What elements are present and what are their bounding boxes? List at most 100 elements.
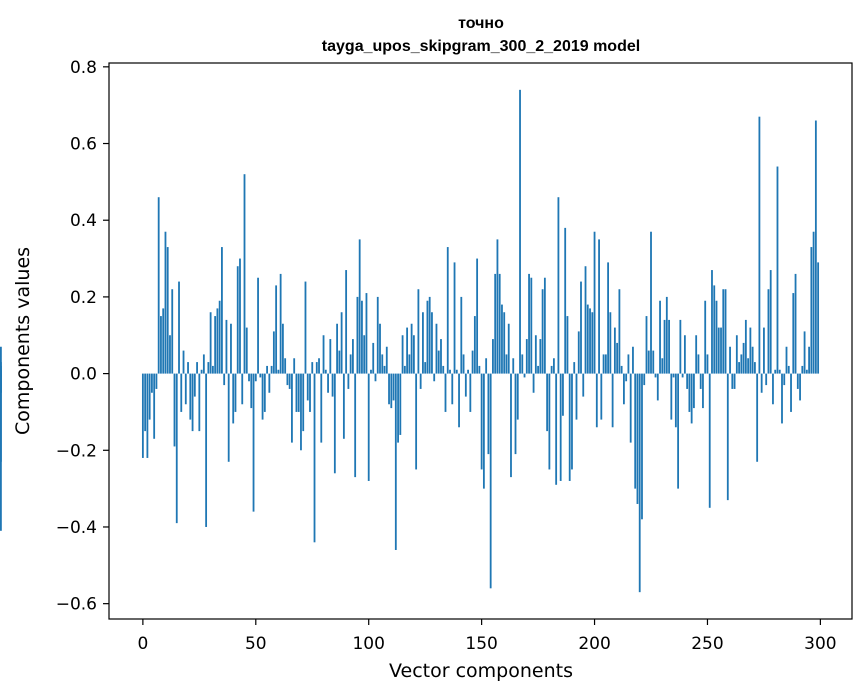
bar: [286, 373, 289, 386]
bar: [234, 373, 237, 412]
bar: [625, 373, 628, 382]
bar: [458, 373, 460, 428]
bar: [663, 319, 666, 374]
bar: [178, 281, 180, 374]
bar: [0, 346, 2, 374]
bar: [383, 365, 386, 374]
bar: [751, 346, 754, 374]
bar: [216, 308, 219, 374]
bar: [805, 369, 808, 374]
bar: [453, 262, 456, 374]
bar: [162, 308, 165, 374]
bar: [722, 289, 725, 374]
bar: [288, 373, 291, 389]
bar: [309, 373, 311, 412]
bar: [437, 350, 440, 374]
y-tick-label: 0.0: [70, 365, 97, 385]
bar: [546, 373, 549, 432]
bar: [467, 369, 469, 374]
bar: [259, 373, 262, 378]
bar: [534, 335, 537, 374]
bar: [171, 289, 174, 374]
bar: [297, 373, 300, 412]
bar: [575, 373, 578, 420]
bar: [164, 231, 167, 374]
bar: [494, 273, 497, 374]
bar: [683, 335, 686, 374]
bar: [266, 365, 268, 374]
x-tick-label: 50: [245, 634, 267, 654]
bar: [785, 346, 788, 374]
bar: [532, 373, 535, 393]
bar: [469, 373, 472, 412]
bar: [620, 365, 623, 374]
bar: [769, 270, 772, 374]
bar: [291, 373, 293, 443]
bar: [388, 373, 390, 405]
bar: [336, 323, 338, 374]
bar: [320, 373, 323, 443]
bar: [731, 373, 734, 389]
bar: [613, 327, 616, 374]
bar: [431, 312, 433, 374]
bar: [686, 373, 689, 389]
bar: [442, 365, 445, 374]
bar: [512, 358, 515, 374]
bar: [740, 354, 743, 374]
bar: [507, 323, 510, 374]
bar: [566, 316, 569, 374]
bar: [643, 373, 646, 386]
bar: [525, 339, 528, 374]
bar: [726, 373, 729, 501]
bar: [763, 327, 765, 374]
bar: [313, 373, 316, 543]
bar: [329, 339, 332, 374]
bar: [505, 354, 508, 374]
bar: [218, 300, 221, 374]
bar: [530, 277, 533, 374]
bar: [236, 266, 239, 374]
bar: [471, 350, 474, 374]
bar: [647, 350, 650, 374]
bar: [781, 373, 783, 424]
bar: [293, 358, 296, 374]
bar: [268, 373, 271, 393]
y-tick-label: −0.2: [56, 441, 97, 461]
bar: [349, 354, 352, 374]
bar: [724, 289, 727, 374]
bar: [767, 289, 770, 374]
bar: [580, 281, 582, 374]
bar: [478, 365, 481, 374]
bar: [564, 227, 567, 374]
bar: [582, 373, 585, 397]
bar: [586, 304, 589, 374]
bar: [510, 373, 512, 478]
bar: [552, 358, 555, 374]
bar: [302, 373, 305, 432]
bar: [153, 373, 156, 439]
bar: [223, 373, 226, 386]
bar: [370, 369, 372, 374]
bar: [462, 354, 465, 374]
bar: [200, 369, 203, 374]
bar: [765, 373, 768, 386]
bar: [670, 373, 673, 420]
bar: [399, 373, 402, 435]
bar: [618, 289, 621, 374]
bar: [338, 350, 341, 374]
bar: [656, 373, 659, 401]
bar: [708, 373, 711, 508]
bar: [0, 373, 2, 531]
bar: [419, 373, 422, 389]
bar: [410, 323, 413, 374]
bar: [573, 362, 576, 374]
bar: [379, 323, 381, 374]
bar: [392, 373, 395, 401]
bar: [738, 362, 740, 374]
bar: [381, 354, 384, 374]
bar: [397, 373, 399, 443]
bar: [347, 373, 350, 389]
bar: [735, 335, 738, 374]
bar: [679, 319, 682, 374]
bar: [358, 239, 361, 374]
